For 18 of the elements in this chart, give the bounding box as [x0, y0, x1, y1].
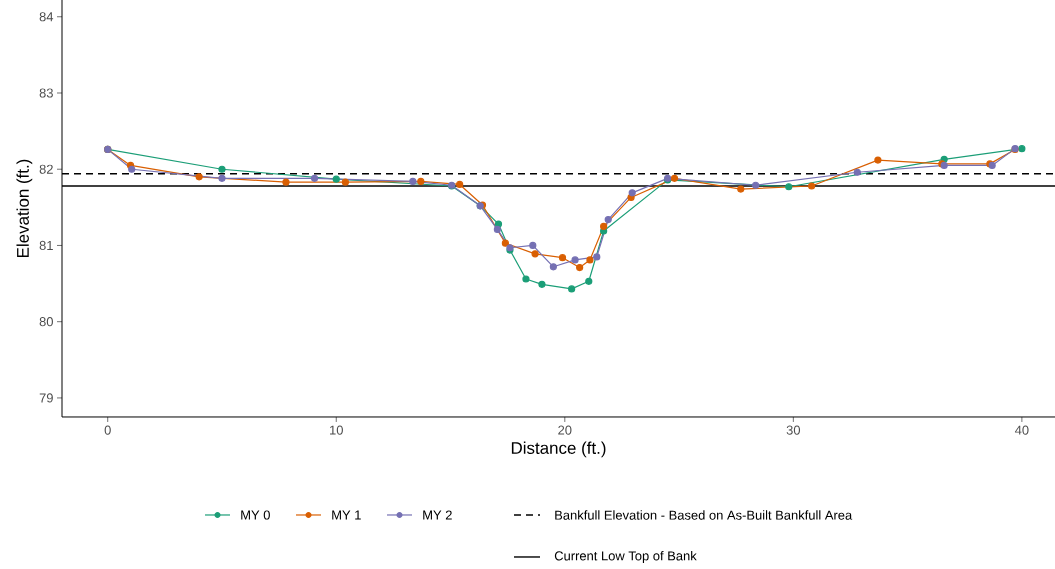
x-axis-title: Distance (ft.) [511, 441, 606, 458]
x-tick-label: 20 [558, 425, 572, 435]
y-tick-label: 82 [39, 164, 53, 174]
legend-label: MY 2 [423, 510, 452, 520]
x-tick-label: 30 [786, 425, 801, 435]
y-tick-label: 81 [39, 240, 53, 251]
y-tick-label: 84 [39, 12, 54, 22]
x-tick-label: 0 [104, 425, 111, 435]
x-tick-label: 40 [1014, 425, 1029, 435]
legend-label: Current Low Top of Bank [554, 550, 697, 564]
legend-label: MY 1 [332, 510, 361, 520]
y-tick-label: 79 [39, 393, 53, 403]
y-tick-label: 80 [39, 317, 53, 327]
y-tick-label: 83 [39, 88, 53, 98]
legend-label: Bankfull Elevation - Based on As-Built Bankfull Area [555, 510, 853, 520]
x-tick-label: 10 [330, 425, 343, 435]
legend-label: MY 0 [241, 510, 270, 520]
y-axis-title: Elevation (ft.) [16, 159, 33, 257]
